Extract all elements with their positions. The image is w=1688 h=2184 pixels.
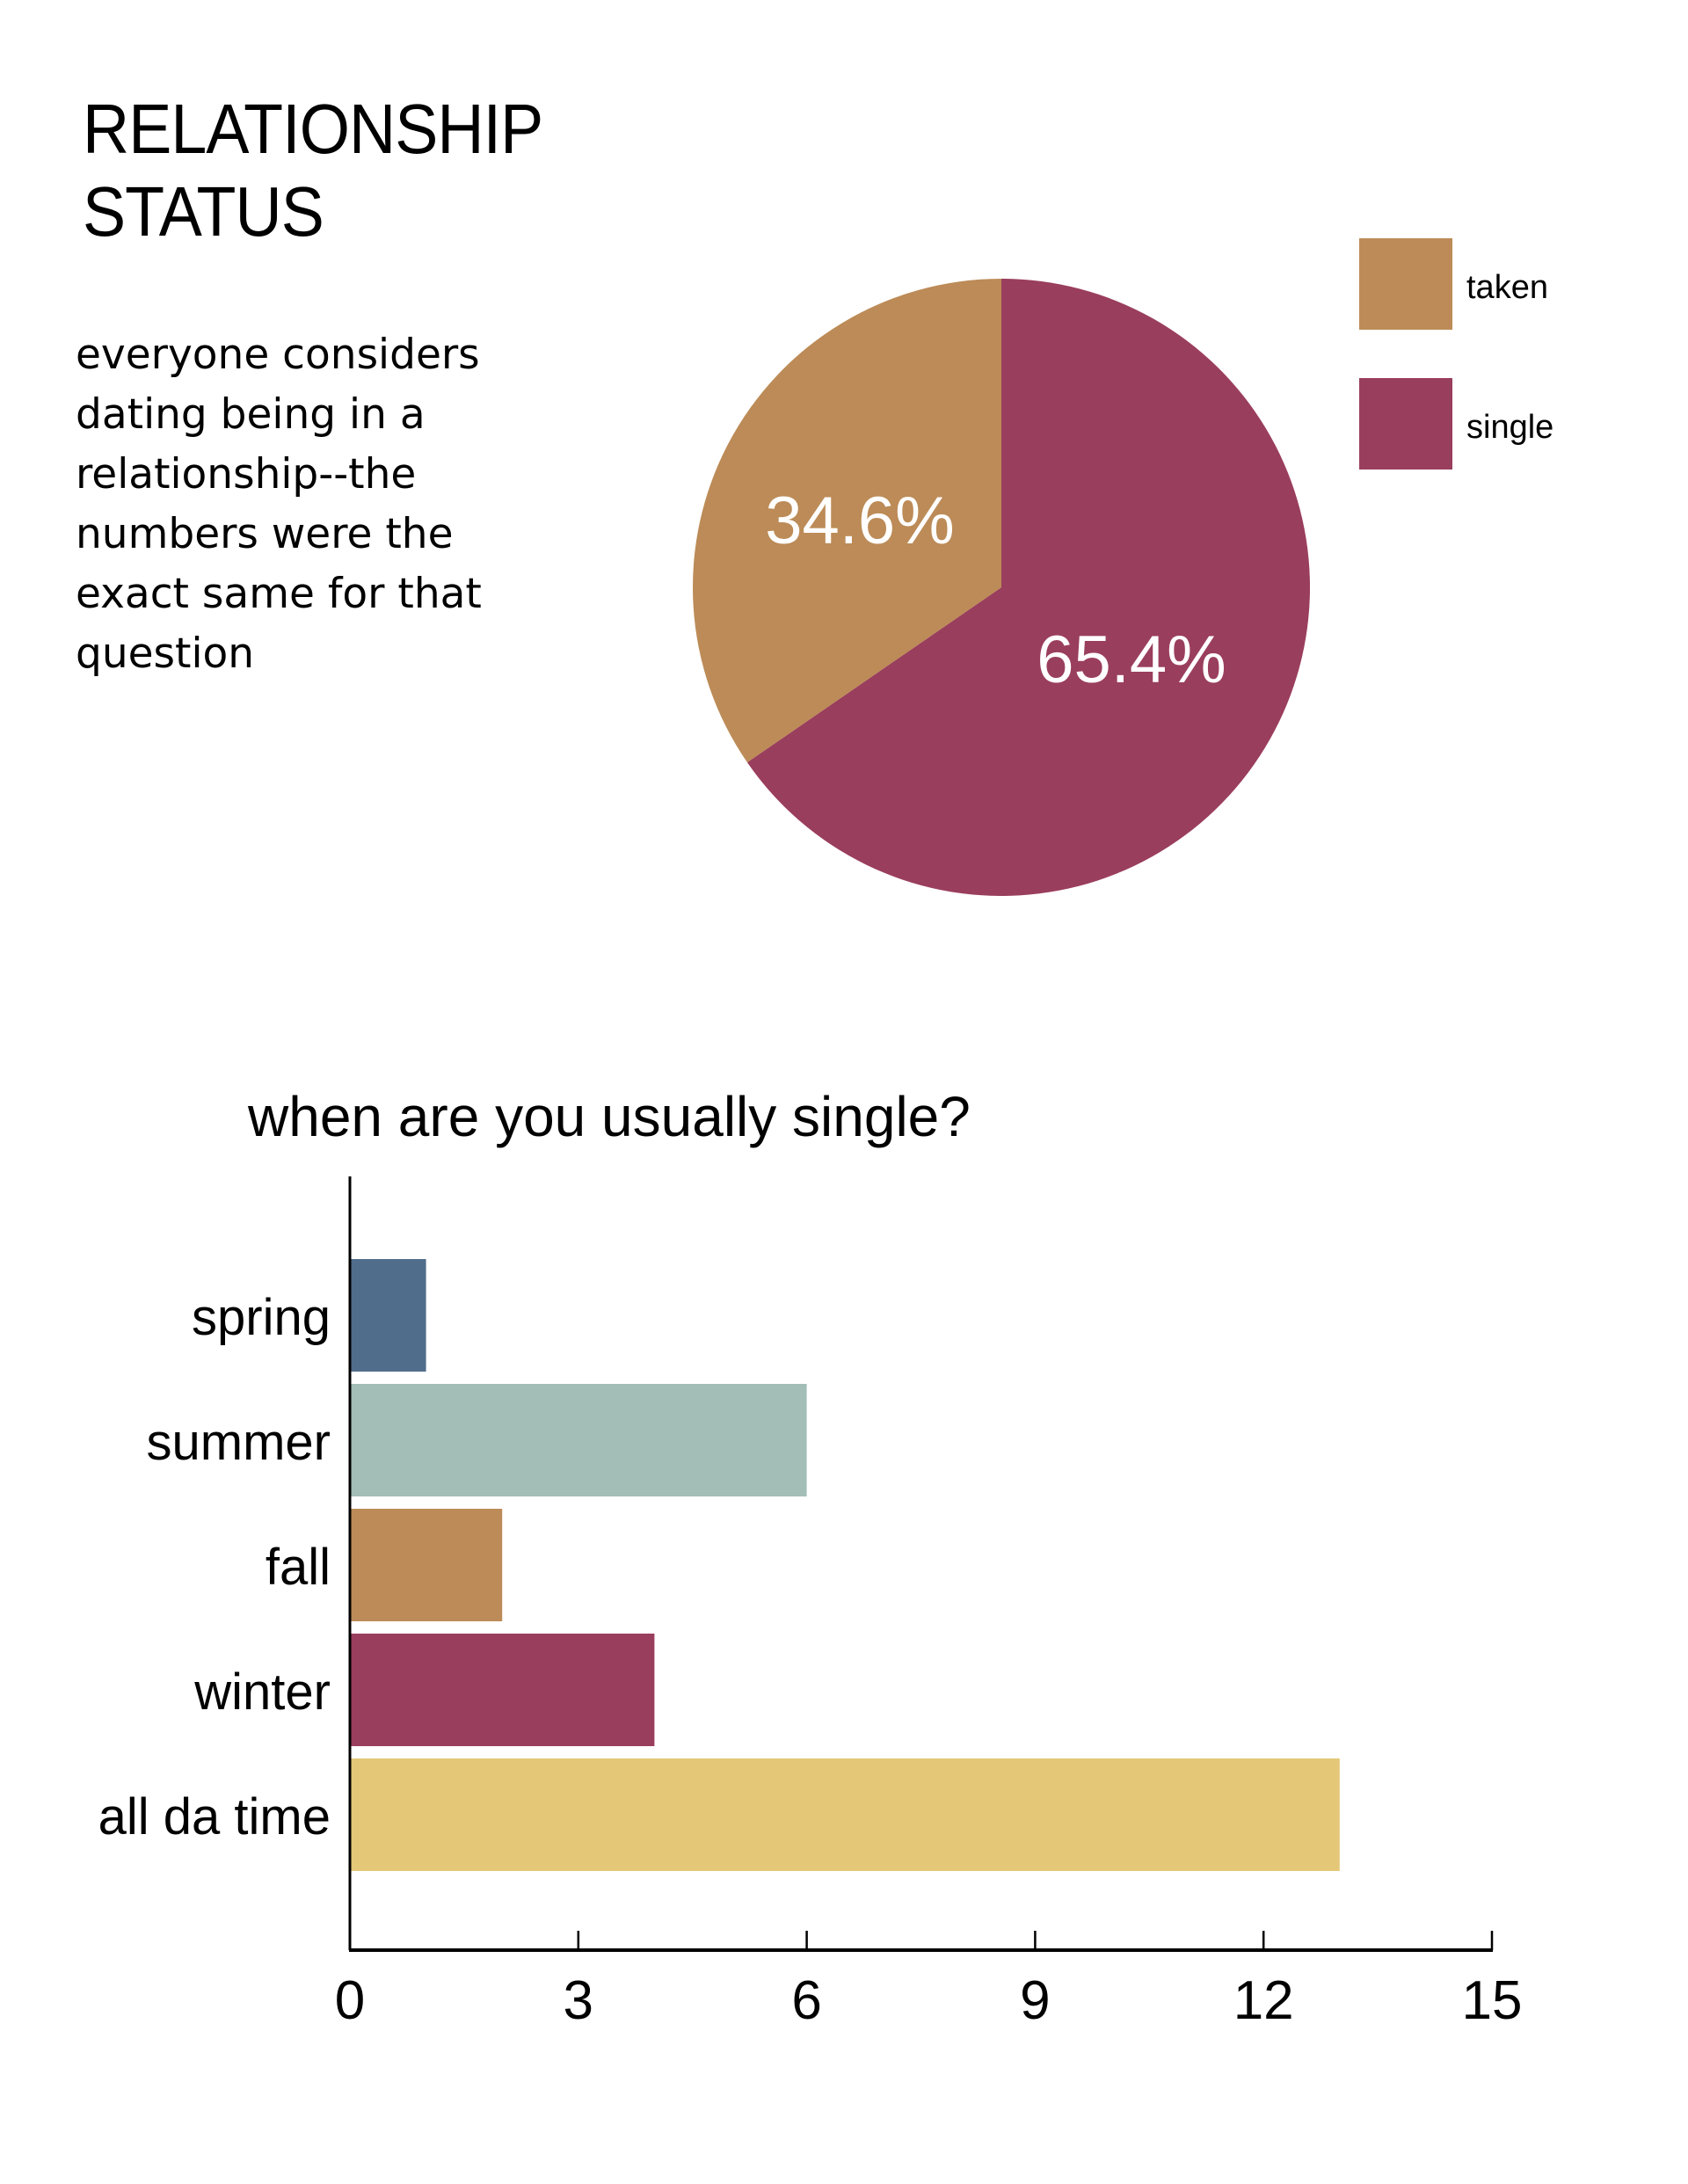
- pie-chart: 34.6% 65.4% taken single: [693, 238, 1553, 896]
- description-line: question: [76, 630, 255, 678]
- description: everyone considers dating being in a rel…: [76, 325, 568, 684]
- description-line: everyone considers: [76, 331, 480, 379]
- x-tick-label: 6: [791, 1970, 821, 2031]
- description-line: dating being in a: [76, 390, 426, 439]
- legend-label-single: single: [1466, 409, 1553, 446]
- description-line: relationship--the: [76, 450, 417, 499]
- bar-fall: [350, 1509, 503, 1621]
- legend-label-taken: taken: [1466, 269, 1548, 306]
- legend-swatch-taken: [1359, 238, 1452, 330]
- y-tick-label: spring: [192, 1289, 331, 1346]
- y-tick-label: fall: [266, 1539, 331, 1596]
- title-line-2: STATUS: [83, 172, 324, 251]
- page-title: RELATIONSHIP STATUS: [83, 88, 543, 253]
- x-tick-label: 12: [1233, 1970, 1294, 2031]
- bar-chart-title: when are you usually single?: [247, 1085, 971, 1148]
- description-line: numbers were the: [76, 510, 454, 558]
- bar-summer: [350, 1384, 807, 1496]
- x-tick-label: 9: [1020, 1970, 1050, 2031]
- description-line: exact same for that: [76, 570, 482, 618]
- y-tick-label: winter: [193, 1663, 331, 1721]
- x-tick-label: 3: [564, 1970, 593, 2031]
- legend-swatch-single: [1359, 378, 1452, 470]
- y-tick-label: summer: [147, 1414, 331, 1471]
- x-tick-label: 0: [335, 1970, 365, 2031]
- title-line-1: RELATIONSHIP: [83, 90, 543, 168]
- bar-all-da-time: [350, 1758, 1340, 1871]
- pie-label-single: 65.4%: [1037, 622, 1226, 697]
- pie-slice-single: [746, 279, 1310, 896]
- bar-winter: [350, 1634, 655, 1746]
- pie-slice-taken: [693, 279, 1001, 763]
- bar-spring: [350, 1259, 426, 1372]
- x-tick-label: 15: [1462, 1970, 1523, 2031]
- y-tick-label: all da time: [98, 1788, 331, 1845]
- pie-label-taken: 34.6%: [765, 484, 955, 558]
